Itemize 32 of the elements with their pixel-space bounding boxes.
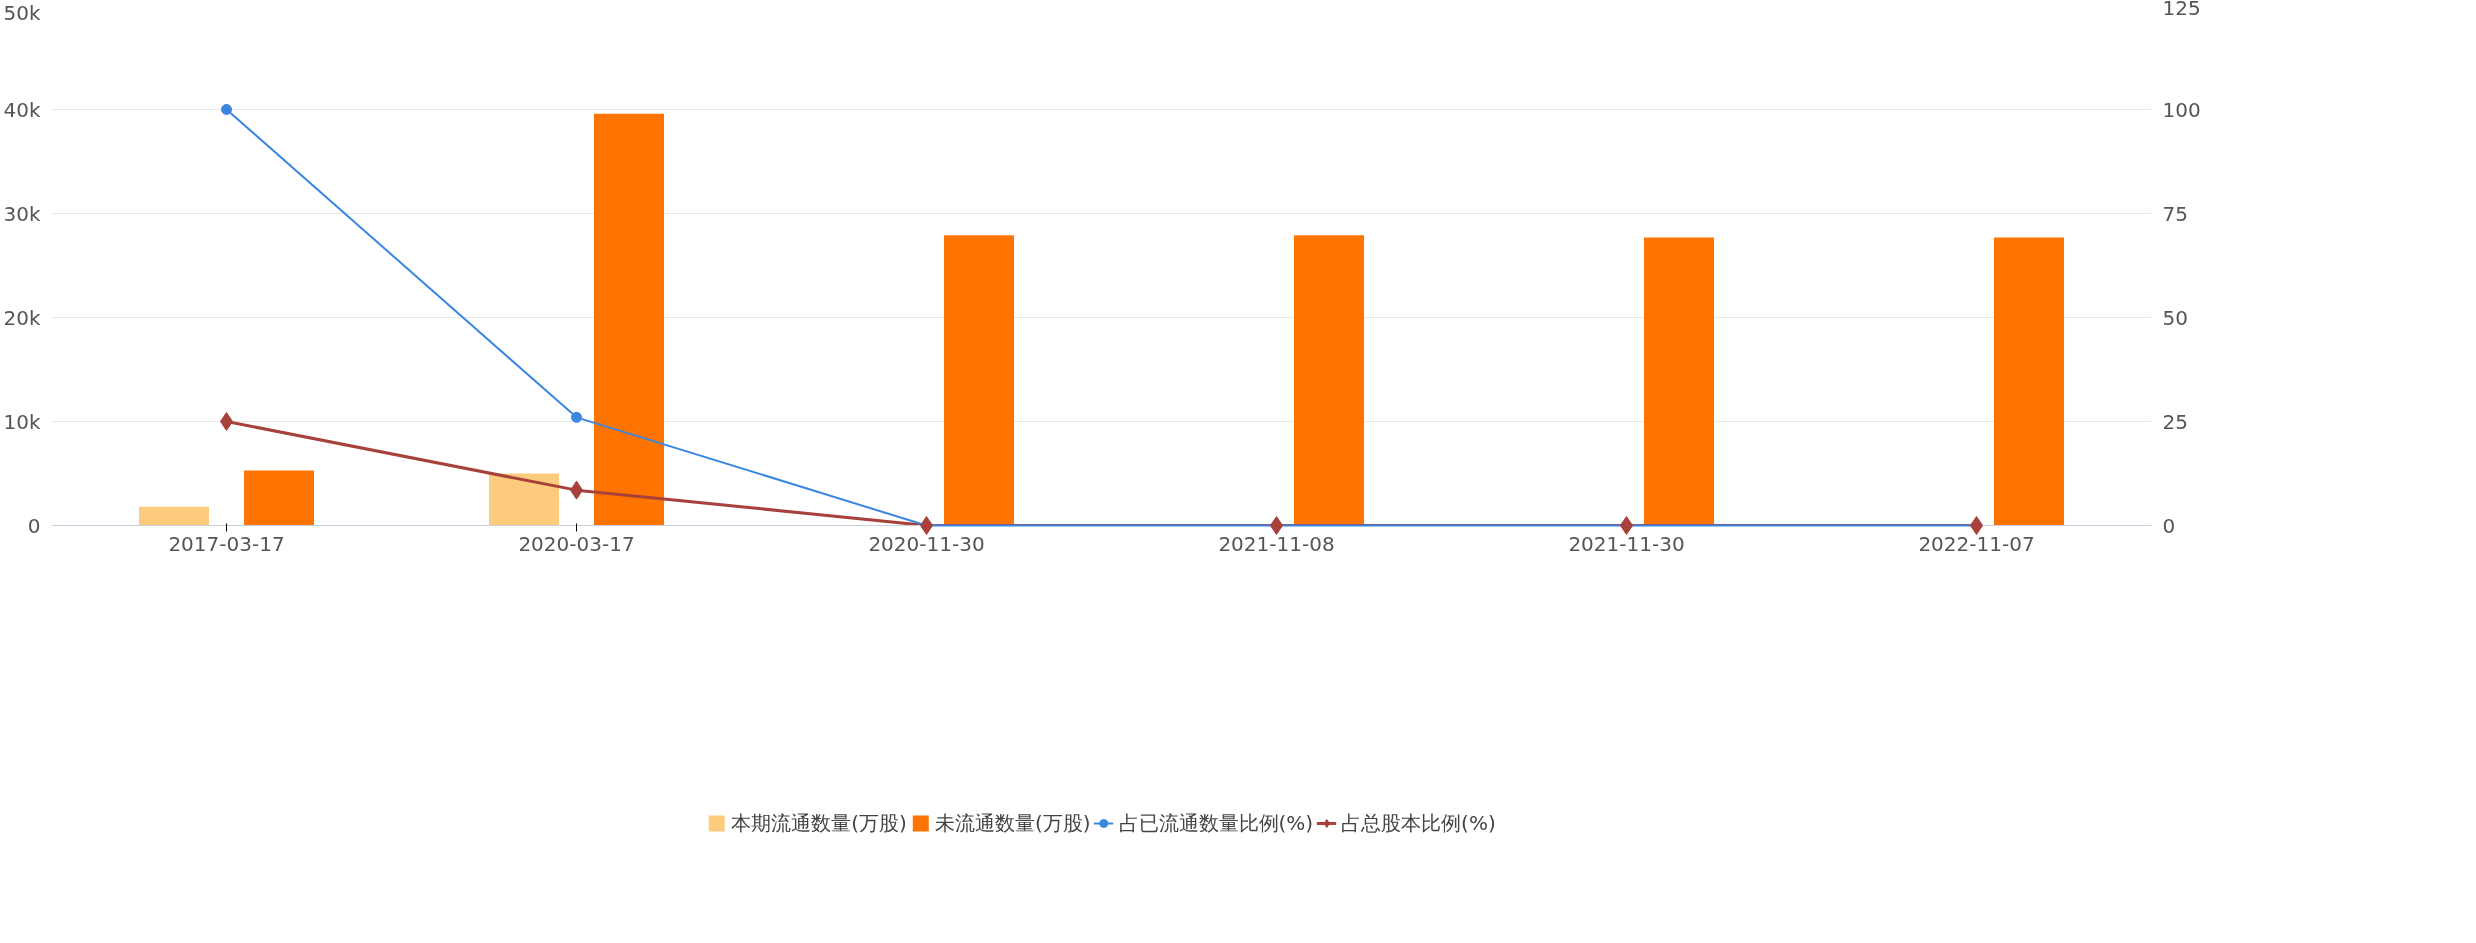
legend-label: 未流通数量(万股) [934, 809, 1091, 837]
bar [944, 235, 1014, 526]
y2-tick-label: 25 [2162, 409, 2188, 434]
y2-tick-label: 100 [2162, 97, 2201, 122]
y-tick-label: 0 [27, 513, 41, 538]
legend-label: 占总股本比例(%) [1341, 809, 1496, 837]
point [571, 411, 582, 423]
x-tick-label: 2021-11-30 [1568, 531, 1685, 556]
bar [489, 473, 559, 526]
bar [1994, 237, 2064, 526]
x-tick-label: 2017-03-17 [168, 531, 285, 556]
bar [1644, 237, 1714, 526]
y-tick-label: 20k [3, 305, 41, 330]
y-tick-label: 50k [3, 0, 41, 25]
y-tick-label: 10k [3, 409, 41, 434]
bar [139, 506, 209, 526]
x-tick-label: 2022-11-07 [1918, 531, 2035, 556]
bar [1294, 235, 1364, 526]
y-tick-label: 30k [3, 201, 41, 226]
y2-tick-label: 0 [2162, 513, 2176, 538]
y-tick-label: 40k [3, 97, 41, 122]
legend-label: 本期流通数量(万股) [731, 809, 907, 837]
y2-tick-label: 50 [2162, 305, 2188, 330]
legend-label: 占已流通数量比例(%) [1118, 809, 1314, 837]
point [221, 104, 232, 115]
x-tick-label: 2021-11-08 [1218, 531, 1335, 556]
x-tick-label: 2020-03-17 [518, 531, 635, 556]
x-tick-label: 2020-11-30 [868, 531, 985, 556]
y2-tick-label: 75 [2162, 201, 2188, 226]
y2-tick-label: 125 [2162, 0, 2201, 20]
bar [244, 470, 314, 526]
bar [594, 113, 664, 526]
